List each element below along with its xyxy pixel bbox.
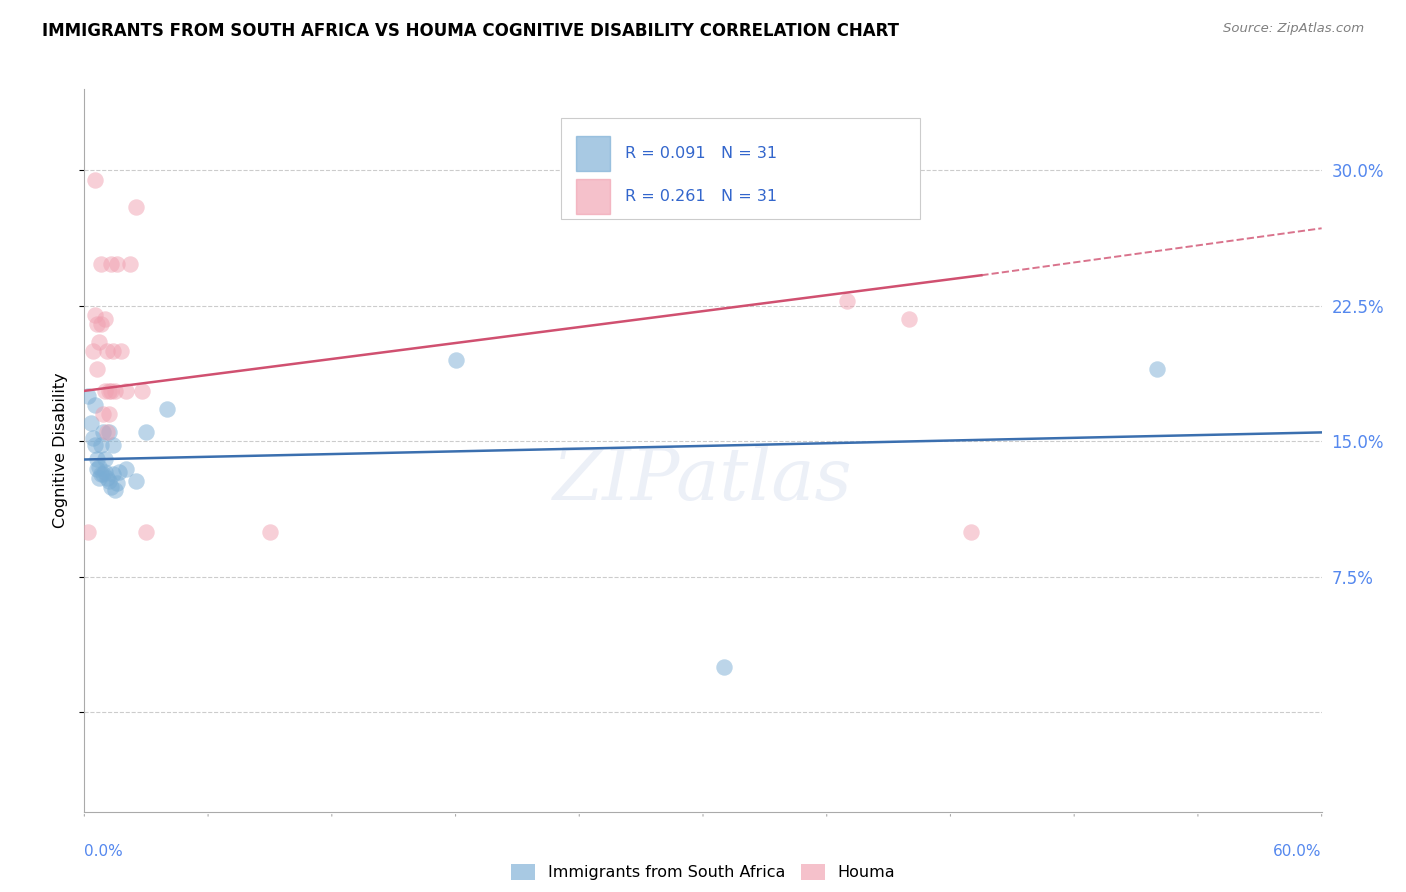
Point	[83, 398, 105, 412]
Text: R = 0.091   N = 31: R = 0.091 N = 31	[626, 146, 778, 161]
Point	[87, 470, 110, 484]
Text: 0.0%: 0.0%	[84, 844, 124, 859]
Point	[77, 389, 100, 403]
FancyBboxPatch shape	[561, 118, 920, 219]
Point	[103, 467, 125, 481]
Point	[898, 311, 921, 326]
Text: 60.0%: 60.0%	[1274, 844, 1322, 859]
Point	[100, 480, 122, 494]
Point	[100, 257, 122, 271]
Point	[259, 524, 281, 539]
Point	[86, 461, 108, 475]
Point	[125, 200, 148, 214]
Point	[87, 334, 110, 349]
Point	[104, 384, 127, 398]
Point	[960, 524, 983, 539]
Text: R = 0.261   N = 31: R = 0.261 N = 31	[626, 189, 778, 204]
Point	[135, 524, 157, 539]
Point	[131, 384, 153, 398]
Point	[105, 257, 128, 271]
Point	[837, 293, 859, 308]
Point	[100, 384, 122, 398]
Point	[91, 467, 114, 481]
Point	[105, 475, 128, 490]
Point	[79, 417, 101, 431]
Point	[135, 425, 157, 440]
Point	[90, 317, 112, 331]
Point	[96, 470, 118, 484]
Point	[713, 660, 735, 674]
Text: ZIPatlas: ZIPatlas	[553, 444, 853, 515]
Bar	[575, 136, 610, 171]
Point	[96, 425, 118, 440]
Point	[118, 257, 141, 271]
Point	[91, 407, 114, 421]
Point	[94, 452, 117, 467]
Point	[90, 438, 112, 452]
Point	[96, 344, 118, 359]
Point	[94, 384, 117, 398]
Bar	[575, 179, 610, 214]
Point	[86, 317, 108, 331]
Point	[83, 438, 105, 452]
Point	[82, 431, 104, 445]
Point	[156, 401, 179, 416]
Point	[125, 474, 148, 488]
Point	[104, 483, 127, 498]
Y-axis label: Cognitive Disability: Cognitive Disability	[53, 373, 69, 528]
Point	[86, 362, 108, 376]
Point	[114, 461, 136, 475]
Point	[94, 465, 117, 479]
Point	[83, 172, 105, 186]
Point	[77, 524, 100, 539]
Text: IMMIGRANTS FROM SOUTH AFRICA VS HOUMA COGNITIVE DISABILITY CORRELATION CHART: IMMIGRANTS FROM SOUTH AFRICA VS HOUMA CO…	[42, 22, 900, 40]
Point	[444, 353, 467, 368]
Point	[114, 384, 136, 398]
Point	[1146, 362, 1168, 376]
Point	[87, 459, 110, 474]
Point	[82, 344, 104, 359]
Point	[103, 344, 125, 359]
Point	[91, 425, 114, 440]
Point	[90, 467, 112, 481]
Point	[86, 452, 108, 467]
Point	[108, 465, 131, 479]
Point	[98, 474, 121, 488]
Point	[98, 407, 121, 421]
Text: Source: ZipAtlas.com: Source: ZipAtlas.com	[1223, 22, 1364, 36]
Point	[98, 384, 121, 398]
Point	[83, 308, 105, 322]
Point	[90, 257, 112, 271]
Legend: Immigrants from South Africa, Houma: Immigrants from South Africa, Houma	[505, 858, 901, 887]
Point	[98, 425, 121, 440]
Point	[110, 344, 132, 359]
Point	[103, 438, 125, 452]
Point	[94, 311, 117, 326]
